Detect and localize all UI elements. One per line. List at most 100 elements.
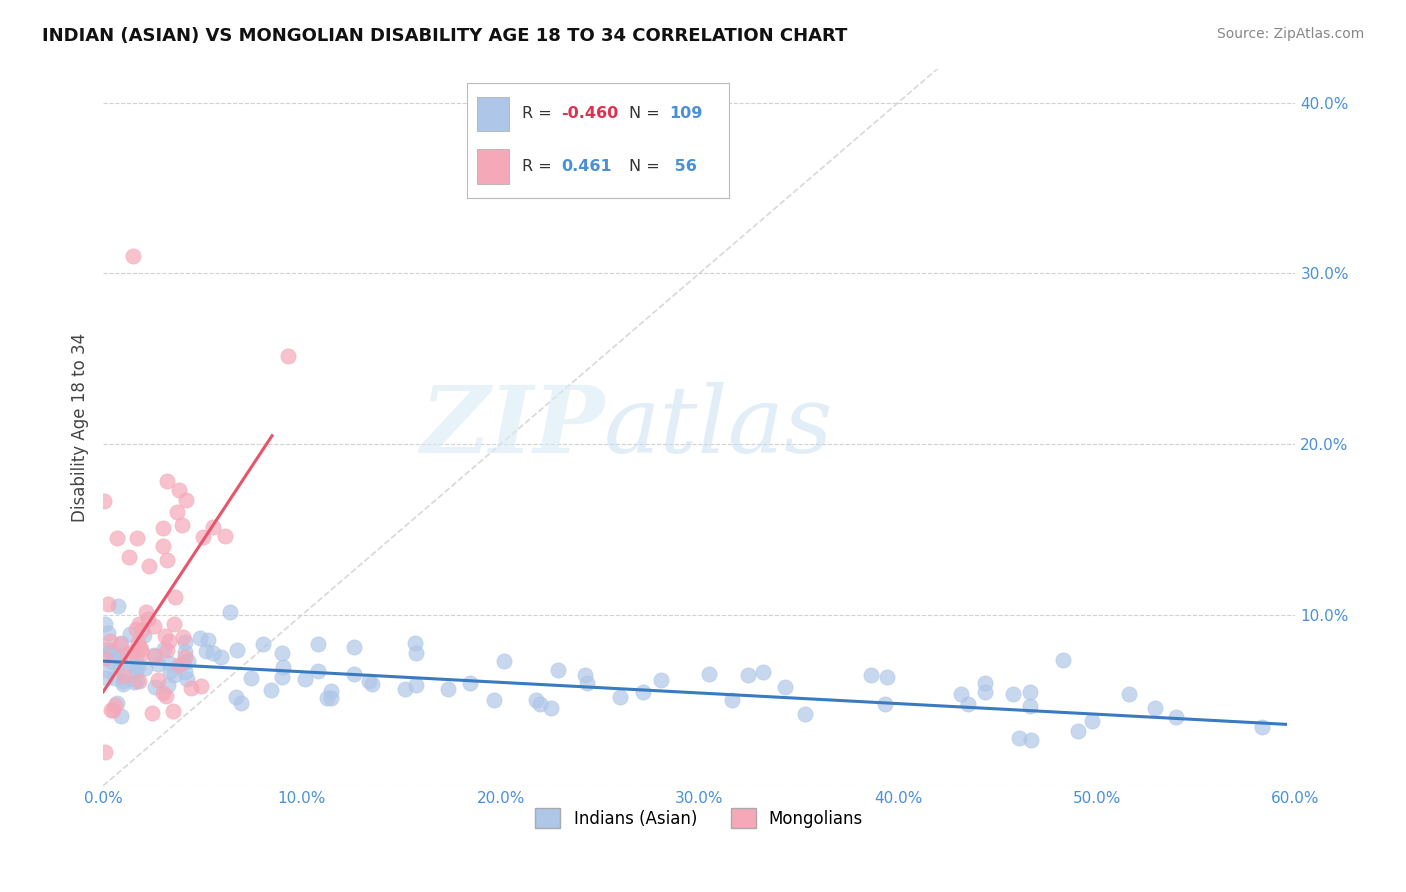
Point [793, 707, 815, 722]
Point [307, 664, 329, 678]
Point [437, 681, 460, 696]
Point [394, 681, 416, 696]
Point [152, 521, 174, 535]
Point [142, 619, 165, 633]
Point [458, 676, 481, 690]
Point [107, 599, 129, 614]
Point [112, 669, 135, 683]
Point [405, 678, 427, 692]
Point [307, 637, 329, 651]
Point [529, 697, 551, 711]
Point [973, 676, 995, 690]
Point [277, 349, 299, 363]
Point [239, 671, 262, 685]
Point [94, 616, 117, 631]
Point [108, 637, 131, 651]
Point [343, 640, 366, 654]
Point [167, 483, 190, 498]
Point [956, 697, 979, 711]
Point [122, 643, 145, 657]
Point [201, 519, 224, 533]
Point [93, 494, 115, 508]
Point [125, 622, 148, 636]
Point [122, 659, 145, 673]
Point [1002, 688, 1025, 702]
Point [131, 646, 153, 660]
Point [157, 634, 180, 648]
Point [188, 631, 211, 645]
Point [112, 677, 135, 691]
Point [271, 646, 294, 660]
Point [176, 672, 198, 686]
Point [142, 648, 165, 662]
Point [100, 634, 122, 648]
Point [1008, 731, 1031, 745]
Point [860, 668, 883, 682]
Point [96, 641, 118, 656]
Point [1018, 685, 1040, 699]
Point [229, 696, 252, 710]
Y-axis label: Disability Age 18 to 34: Disability Age 18 to 34 [72, 333, 89, 522]
Point [174, 493, 197, 508]
Point [128, 616, 150, 631]
Point [547, 663, 569, 677]
Point [1118, 687, 1140, 701]
Point [122, 675, 145, 690]
Point [524, 692, 547, 706]
Point [172, 630, 194, 644]
Point [110, 648, 132, 662]
Point [96, 663, 118, 677]
Point [1019, 733, 1042, 747]
Point [177, 654, 200, 668]
Point [111, 673, 134, 688]
Point [260, 682, 283, 697]
Point [180, 681, 202, 695]
Point [127, 659, 149, 673]
Text: Source: ZipAtlas.com: Source: ZipAtlas.com [1216, 27, 1364, 41]
Point [1166, 710, 1188, 724]
Point [574, 668, 596, 682]
Point [135, 605, 157, 619]
Point [114, 661, 136, 675]
Point [97, 626, 120, 640]
Point [190, 679, 212, 693]
Point [357, 673, 380, 688]
Point [162, 704, 184, 718]
Point [405, 646, 427, 660]
Point [156, 678, 179, 692]
Point [156, 553, 179, 567]
Point [737, 668, 759, 682]
Point [100, 703, 122, 717]
Point [159, 664, 181, 678]
Point [271, 660, 294, 674]
Point [876, 670, 898, 684]
Point [143, 681, 166, 695]
Point [1143, 701, 1166, 715]
Point [94, 650, 117, 665]
Point [98, 645, 121, 659]
Point [128, 674, 150, 689]
Point [157, 656, 180, 670]
Point [156, 643, 179, 657]
Point [202, 646, 225, 660]
Point [131, 623, 153, 637]
Point [155, 689, 177, 703]
Point [1052, 653, 1074, 667]
Point [315, 690, 337, 705]
Point [104, 671, 127, 685]
Point [1066, 723, 1088, 738]
Point [1019, 698, 1042, 713]
Point [163, 617, 186, 632]
Point [576, 676, 599, 690]
Point [105, 531, 128, 545]
Point [127, 635, 149, 649]
Point [404, 636, 426, 650]
Point [124, 664, 146, 678]
Point [721, 692, 744, 706]
Point [118, 549, 141, 564]
Point [361, 677, 384, 691]
Point [173, 650, 195, 665]
Point [540, 701, 562, 715]
Point [152, 686, 174, 700]
Point [950, 687, 973, 701]
